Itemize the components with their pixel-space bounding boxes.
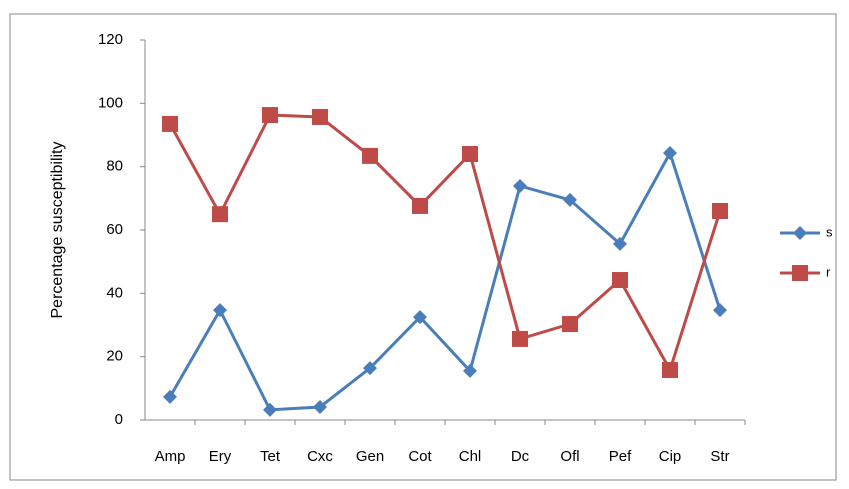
y-tick-label: 20 [106,348,123,365]
x-tick-label: Cxc [307,448,333,465]
data-point [163,389,177,404]
data-point [712,203,728,219]
x-tick-label: Tet [260,448,281,465]
x-tick-label: Chl [459,448,482,465]
legend-label: r [826,264,831,279]
data-point [412,197,428,214]
data-point [263,402,277,417]
data-point [462,146,478,162]
data-point [663,146,677,161]
data-point [212,206,228,223]
data-point [613,236,627,251]
data-point [513,178,527,193]
x-tick-label: Ery [209,448,232,465]
y-tick-label: 120 [98,31,123,48]
data-point [312,108,328,125]
y-tick-label: 60 [106,221,123,238]
y-axis-label: Percentage susceptibility [49,142,66,319]
x-tick-label: Cip [659,448,682,465]
series-line [168,113,722,374]
legend-marker [793,226,807,240]
series-line [168,149,722,412]
data-point [463,363,477,378]
data-point [562,316,578,333]
data-point [563,192,577,207]
x-tick-label: Str [710,448,729,465]
y-tick-label: 40 [106,284,123,301]
x-tick-label: Gen [356,448,384,465]
data-point [713,303,727,318]
data-point [363,361,377,376]
x-tick-label: Cot [408,448,432,465]
y-tick-label: 80 [106,158,123,175]
data-point [612,272,628,289]
legend-label: s [826,224,833,239]
x-tick-label: Dc [511,448,530,465]
x-tick-label: Pef [609,448,632,465]
data-point [362,147,378,164]
x-tick-label: Ofl [560,448,579,465]
chart-frame [9,13,837,481]
data-point [313,400,327,415]
data-point [413,310,427,325]
data-point [512,330,528,347]
data-point [262,107,278,124]
y-tick-label: 0 [115,411,123,428]
data-point [662,361,678,378]
data-point [213,303,227,318]
x-tick-label: Amp [155,448,186,465]
data-point [162,115,178,132]
legend-marker [792,265,808,281]
y-tick-label: 100 [98,94,123,111]
